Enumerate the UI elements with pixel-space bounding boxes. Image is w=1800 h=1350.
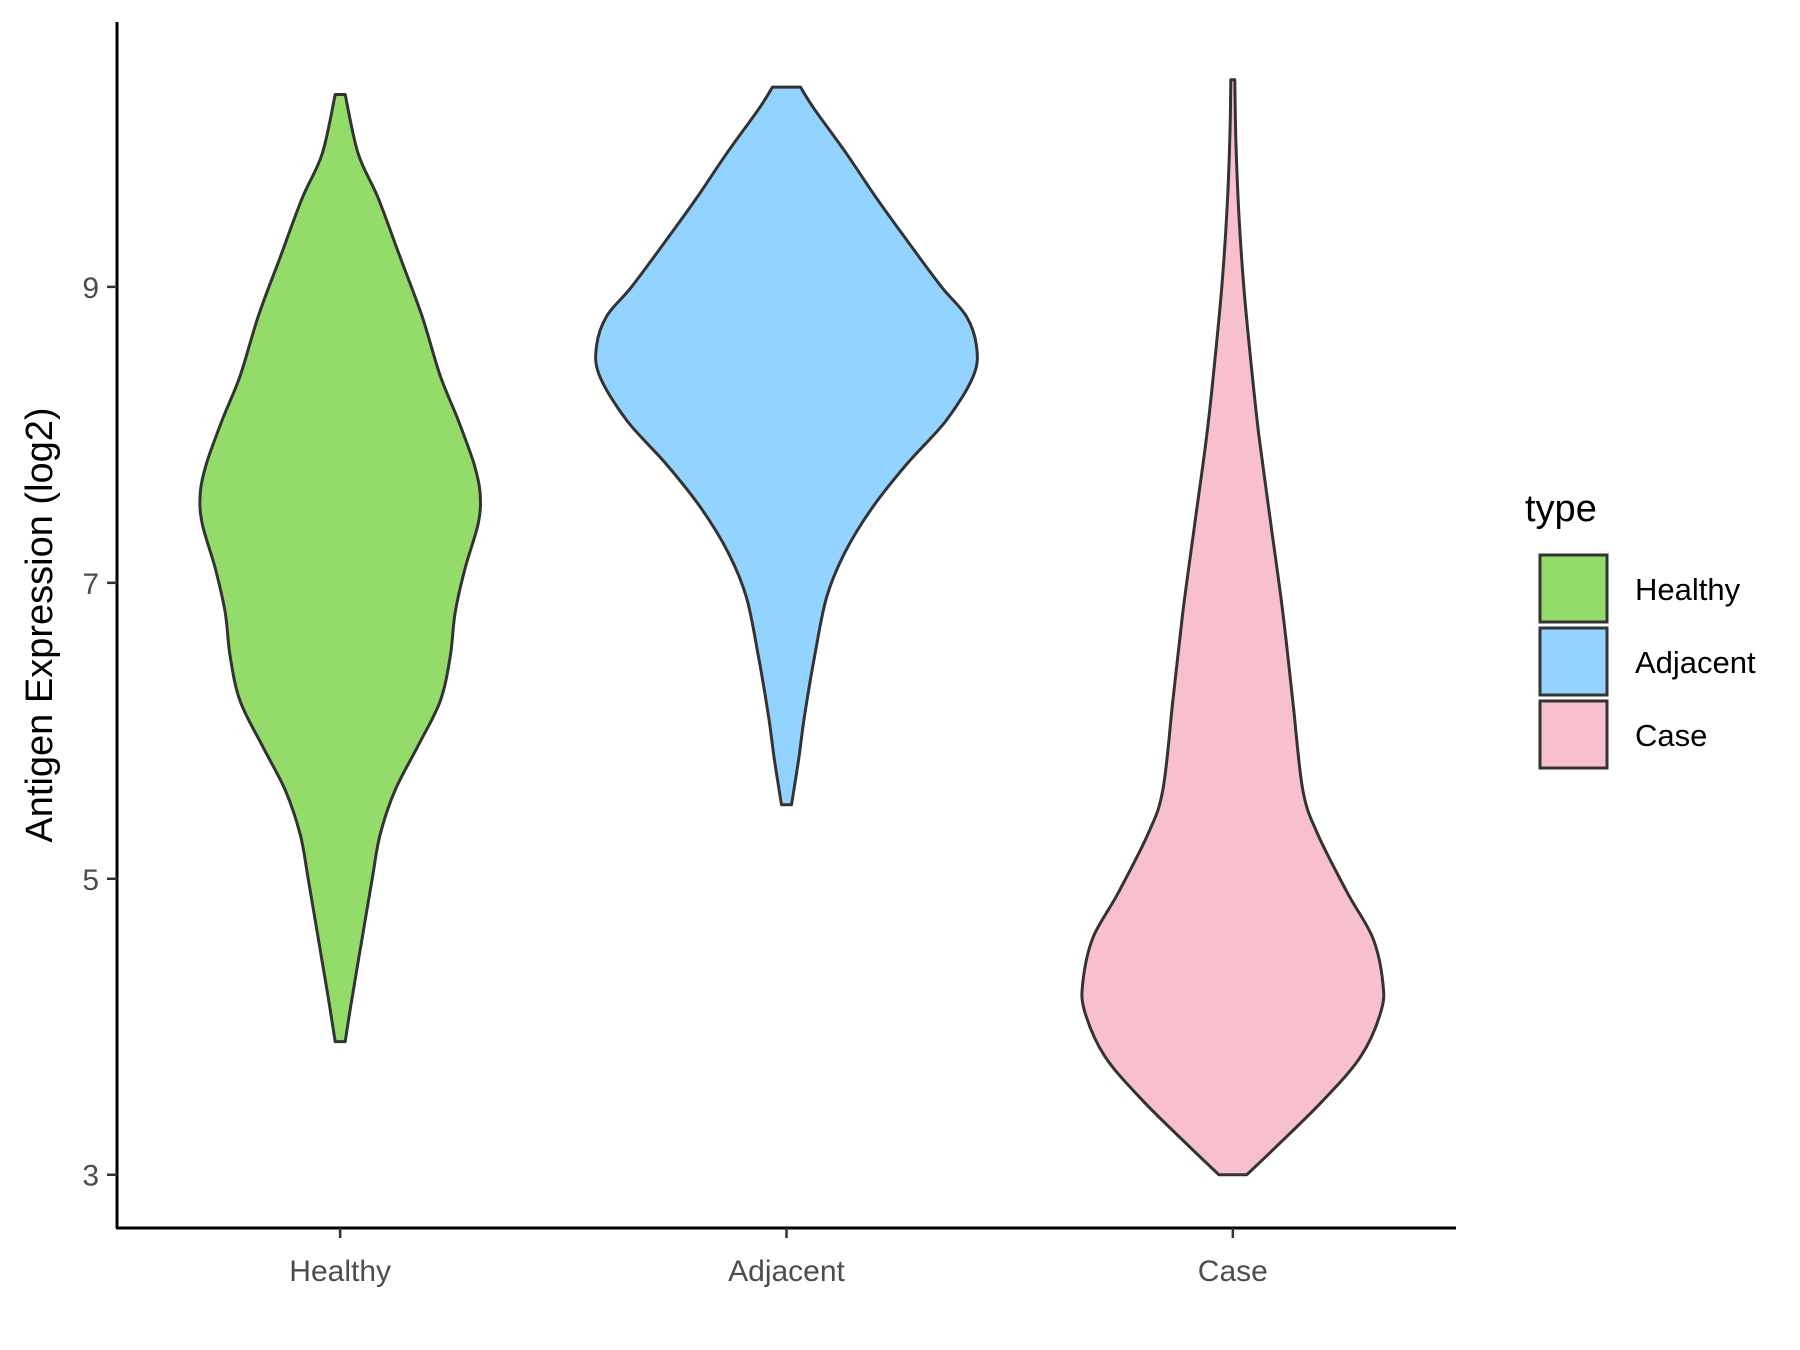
violin-adjacent [594, 85, 979, 807]
legend-label-adjacent: Adjacent [1635, 645, 1756, 680]
y-tick-label: 3 [82, 1160, 99, 1193]
legend-title: type [1525, 488, 1597, 530]
x-tick-label-adjacent: Adjacent [728, 1255, 845, 1288]
y-tick-label: 5 [82, 864, 99, 897]
y-ticks: 3 5 7 9 [82, 272, 117, 1193]
y-tick-label: 9 [82, 272, 99, 305]
violin-case [1080, 78, 1386, 1177]
legend-label-healthy: Healthy [1635, 572, 1741, 607]
y-axis-title: Antigen Expression (log2) [19, 407, 61, 842]
legend: type Healthy Adjacent Case [1525, 488, 1756, 770]
x-ticks: Healthy Adjacent Case [289, 1228, 1268, 1288]
legend-swatch-case [1538, 699, 1609, 770]
legend-label-case: Case [1635, 718, 1707, 753]
x-tick-label-case: Case [1198, 1255, 1268, 1288]
x-tick-label-healthy: Healthy [289, 1255, 391, 1288]
legend-swatch-healthy [1538, 553, 1609, 624]
y-tick-label: 7 [82, 568, 99, 601]
violins-layer [198, 78, 1386, 1177]
legend-swatch-adjacent [1538, 626, 1609, 697]
violin-healthy [198, 93, 482, 1044]
